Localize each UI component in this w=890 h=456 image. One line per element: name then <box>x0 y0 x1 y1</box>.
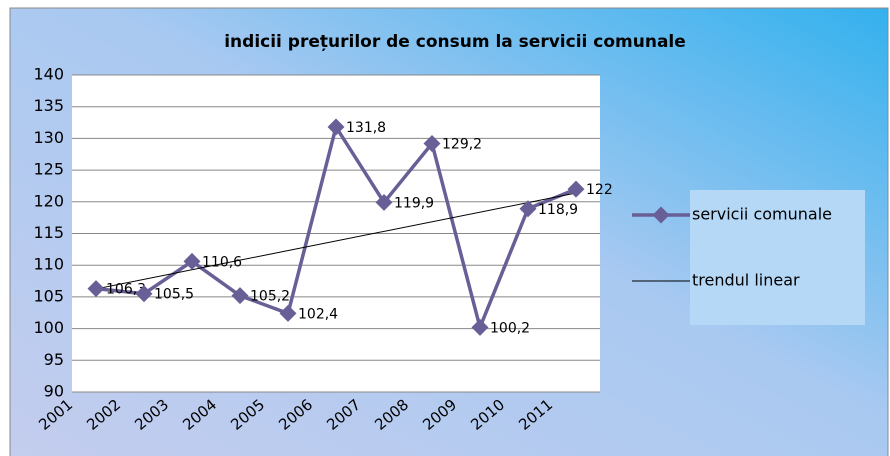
marker <box>327 118 345 136</box>
legend-marker <box>652 206 670 224</box>
data-label: 105,5 <box>154 287 194 303</box>
data-label: 110,6 <box>202 254 242 270</box>
data-label: 122 <box>586 182 613 198</box>
marker <box>423 134 441 152</box>
marker <box>519 200 537 218</box>
y-tick-label: 105 <box>33 286 64 305</box>
y-tick-label: 115 <box>33 223 64 242</box>
y-tick-label: 140 <box>33 65 64 84</box>
marker <box>567 180 585 198</box>
legend-label: servicii comunale <box>692 205 832 224</box>
data-label: 129,2 <box>442 136 482 152</box>
marker <box>231 287 249 305</box>
data-label: 118,9 <box>538 202 578 218</box>
legend-label: trendul linear <box>692 271 800 290</box>
marker <box>135 285 153 303</box>
data-label: 131,8 <box>346 120 386 136</box>
y-tick-label: 135 <box>33 96 64 115</box>
data-label: 119,9 <box>394 195 434 211</box>
y-tick-label: 125 <box>33 160 64 179</box>
chart-title: indicii prețurilor de consum la servicii… <box>224 32 686 52</box>
y-tick-label: 110 <box>33 255 64 274</box>
marker <box>183 252 201 270</box>
y-tick-label: 100 <box>33 318 64 337</box>
data-label: 105,2 <box>250 289 290 305</box>
marker <box>279 304 297 322</box>
marker <box>471 318 489 336</box>
legend-box <box>690 190 865 325</box>
y-tick-label: 95 <box>44 350 64 369</box>
marker <box>375 193 393 211</box>
data-label: 100,2 <box>490 320 530 336</box>
trend-line <box>95 192 577 290</box>
y-tick-label: 120 <box>33 191 64 210</box>
y-tick-label: 90 <box>44 382 64 401</box>
y-tick-label: 130 <box>33 128 64 147</box>
marker <box>87 280 105 298</box>
data-label: 102,4 <box>298 306 338 322</box>
